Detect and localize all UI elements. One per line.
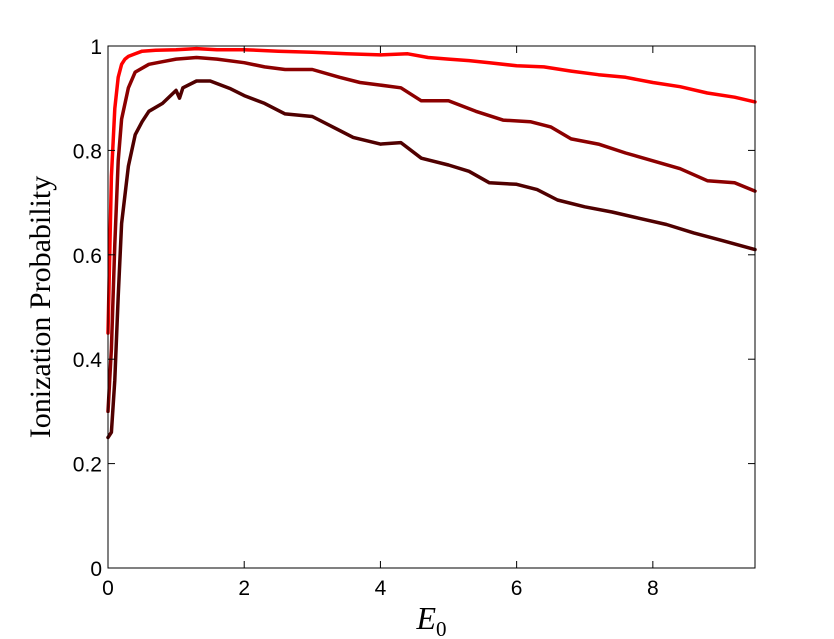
y-axis-title: Ionization Probability <box>24 176 57 438</box>
tick-layer: 0 2 4 6 8 0 0.2 0.4 0.6 0.8 1 <box>73 36 755 600</box>
plot-frame <box>107 45 756 569</box>
x-tick-label: 6 <box>511 577 523 600</box>
x-axis-title: E0 <box>415 600 446 639</box>
series-line-3 <box>106 79 757 440</box>
series-line-2 <box>106 55 757 414</box>
x-axis-title-subscript: 0 <box>436 617 447 639</box>
y-tick-label: 0.4 <box>73 349 103 372</box>
x-axis-title-main: E <box>415 600 436 636</box>
x-tick-label: 2 <box>238 577 250 600</box>
series-line-1 <box>106 46 757 335</box>
y-tick-label: 0 <box>90 558 102 581</box>
y-tick-label: 0.6 <box>73 245 102 268</box>
series-layer <box>106 46 757 440</box>
x-tick-label: 0 <box>102 577 114 600</box>
x-tick-label: 8 <box>647 577 659 600</box>
x-tick-label: 4 <box>375 577 387 600</box>
y-tick-label: 0.8 <box>73 140 102 163</box>
y-tick-label: 0.2 <box>73 454 102 477</box>
y-tick-label: 1 <box>90 36 102 59</box>
